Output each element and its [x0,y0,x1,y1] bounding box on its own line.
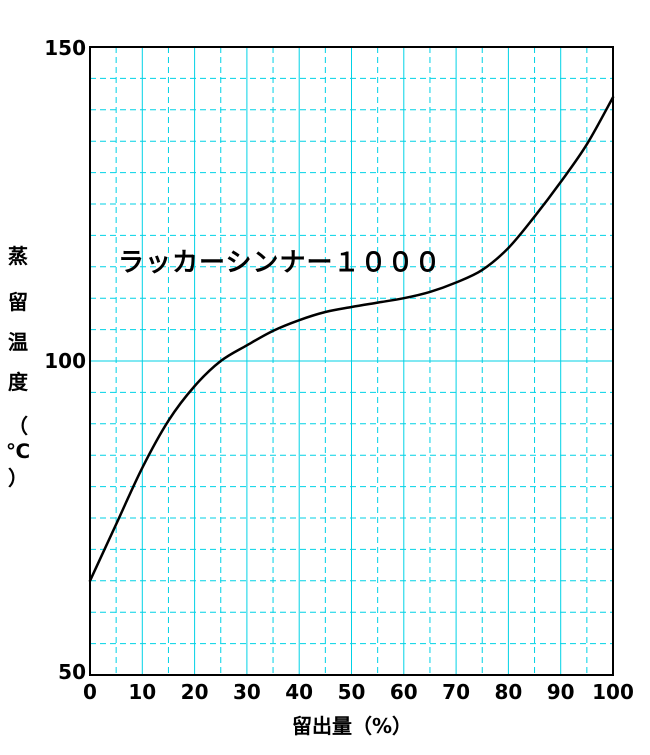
y-axis-title-char: 度 [8,370,29,394]
x-tick-label: 80 [494,680,522,704]
y-tick-labels: 150 100 50 [44,36,86,684]
x-tick-label: 70 [442,680,470,704]
x-tick-label: 100 [592,680,634,704]
y-axis-title-char: 温 [8,330,28,354]
x-tick-label: 0 [83,680,97,704]
series-label: ラッカーシンナー１０００ [118,248,441,278]
y-axis-title-char: 蒸 [8,244,28,268]
plot-frame [89,46,614,676]
x-axis-title: 留出量（%） [292,714,412,738]
y-axis-title-char: 留 [8,290,28,314]
x-tick-label: 40 [285,680,313,704]
x-tick-label: 10 [128,680,156,704]
x-tick-label: 90 [547,680,575,704]
x-tick-labels: 0 10 20 30 40 50 60 70 80 90 100 [83,680,634,704]
y-tick-label: 50 [58,660,86,684]
x-tick-label: 20 [181,680,209,704]
y-axis-title-char: ） [8,466,28,490]
y-tick-label: 100 [44,349,86,373]
y-axis-title-char: （ [8,414,28,438]
x-tick-label: 30 [233,680,261,704]
series-layer [88,95,615,583]
x-tick-label: 50 [338,680,366,704]
y-tick-label: 150 [44,36,86,60]
x-tick-label: 60 [390,680,418,704]
y-axis-title-char: ℃ [6,439,30,463]
series-line [88,95,615,583]
